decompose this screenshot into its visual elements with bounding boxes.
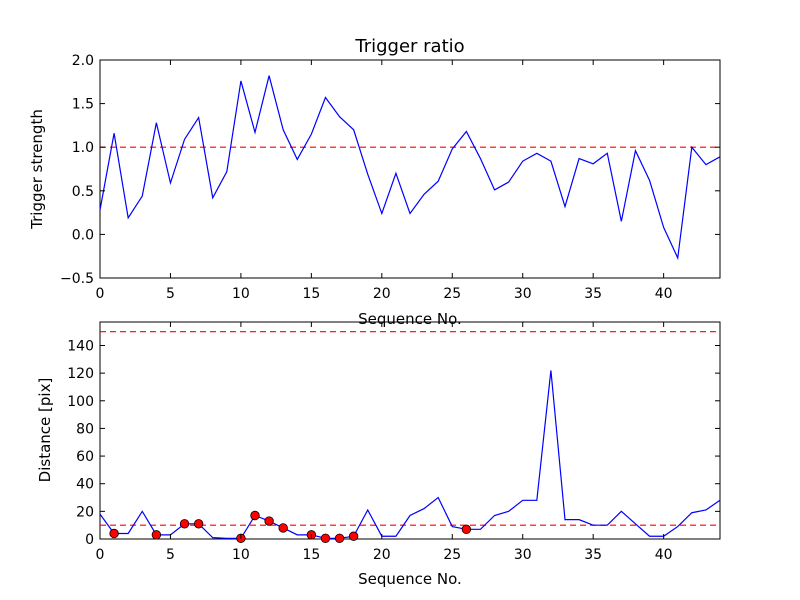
chart-title: Trigger ratio bbox=[354, 36, 464, 57]
y-tick-label: 40 bbox=[76, 477, 94, 493]
x-tick-label: 20 bbox=[373, 547, 391, 563]
plot-frame bbox=[99, 321, 721, 540]
series-lines bbox=[99, 370, 721, 539]
data-point bbox=[250, 510, 260, 521]
y-axis-label: Distance [pix] bbox=[36, 378, 54, 483]
data-point bbox=[348, 531, 359, 541]
data-point bbox=[461, 524, 472, 535]
trigger-ratio-chart: Trigger ratio 0 5 10 15 20 25 30 35 40 −0.5 0.0 0.… bbox=[28, 36, 721, 328]
y-tick-label: 1.0 bbox=[72, 140, 94, 156]
data-point bbox=[320, 533, 331, 544]
x-tick-label: 0 bbox=[96, 286, 105, 302]
data-point bbox=[193, 519, 204, 529]
series-lines bbox=[99, 75, 721, 261]
y-axis-label: Trigger strength bbox=[28, 109, 46, 230]
y-ticks: 0 20 40 60 80 100 120 140 bbox=[67, 338, 720, 548]
y-tick-label: 80 bbox=[76, 421, 94, 437]
y-tick-label: 60 bbox=[76, 449, 94, 465]
reference-lines bbox=[100, 331, 720, 526]
x-tick-label: 30 bbox=[514, 286, 532, 302]
x-tick-label: 10 bbox=[232, 547, 250, 563]
y-tick-label: 2.0 bbox=[72, 53, 94, 69]
y-tick-label: 100 bbox=[67, 394, 94, 410]
series-line bbox=[99, 370, 721, 539]
plot-frame bbox=[99, 59, 721, 279]
x-tick-label: 15 bbox=[302, 286, 320, 302]
x-tick-label: 25 bbox=[443, 547, 461, 563]
y-tick-label: 120 bbox=[67, 366, 94, 382]
y-tick-label: 140 bbox=[67, 338, 94, 354]
x-tick-label: 5 bbox=[166, 286, 175, 302]
y-tick-label: 0.0 bbox=[72, 227, 94, 243]
x-tick-label: 20 bbox=[373, 286, 391, 302]
y-tick-label: −0.5 bbox=[60, 271, 94, 287]
y-tick-label: 0 bbox=[85, 532, 94, 548]
x-tick-label: 15 bbox=[302, 547, 320, 563]
y-ticks: −0.5 0.0 0.5 1.0 1.5 2.0 bbox=[60, 53, 720, 287]
data-point bbox=[334, 533, 345, 544]
x-tick-label: 5 bbox=[166, 547, 175, 563]
x-axis-label: Sequence No. bbox=[358, 310, 462, 328]
x-ticks: 0 5 10 15 20 25 30 35 40 bbox=[96, 60, 673, 302]
series-line bbox=[99, 75, 721, 261]
x-ticks: 0 5 10 15 20 25 30 35 40 bbox=[96, 322, 673, 563]
markers bbox=[109, 510, 472, 544]
x-tick-label: 30 bbox=[514, 547, 532, 563]
distance-chart: 0 5 10 15 20 25 30 35 40 0 20 40 60 80 100 120 140 Sequ… bbox=[36, 321, 721, 588]
data-point bbox=[109, 528, 119, 539]
x-tick-label: 35 bbox=[584, 547, 602, 563]
x-tick-label: 25 bbox=[443, 286, 461, 302]
x-tick-label: 40 bbox=[655, 547, 673, 563]
x-tick-label: 0 bbox=[96, 547, 105, 563]
x-axis-label: Sequence No. bbox=[358, 570, 462, 588]
x-tick-label: 35 bbox=[584, 286, 602, 302]
y-tick-label: 0.5 bbox=[72, 184, 94, 200]
x-tick-label: 10 bbox=[232, 286, 250, 302]
data-point bbox=[151, 530, 162, 540]
data-point bbox=[264, 516, 274, 526]
data-point bbox=[179, 519, 190, 529]
x-tick-label: 40 bbox=[655, 286, 673, 302]
y-tick-label: 1.5 bbox=[72, 97, 94, 113]
y-tick-label: 20 bbox=[76, 504, 94, 520]
data-point bbox=[278, 523, 288, 533]
